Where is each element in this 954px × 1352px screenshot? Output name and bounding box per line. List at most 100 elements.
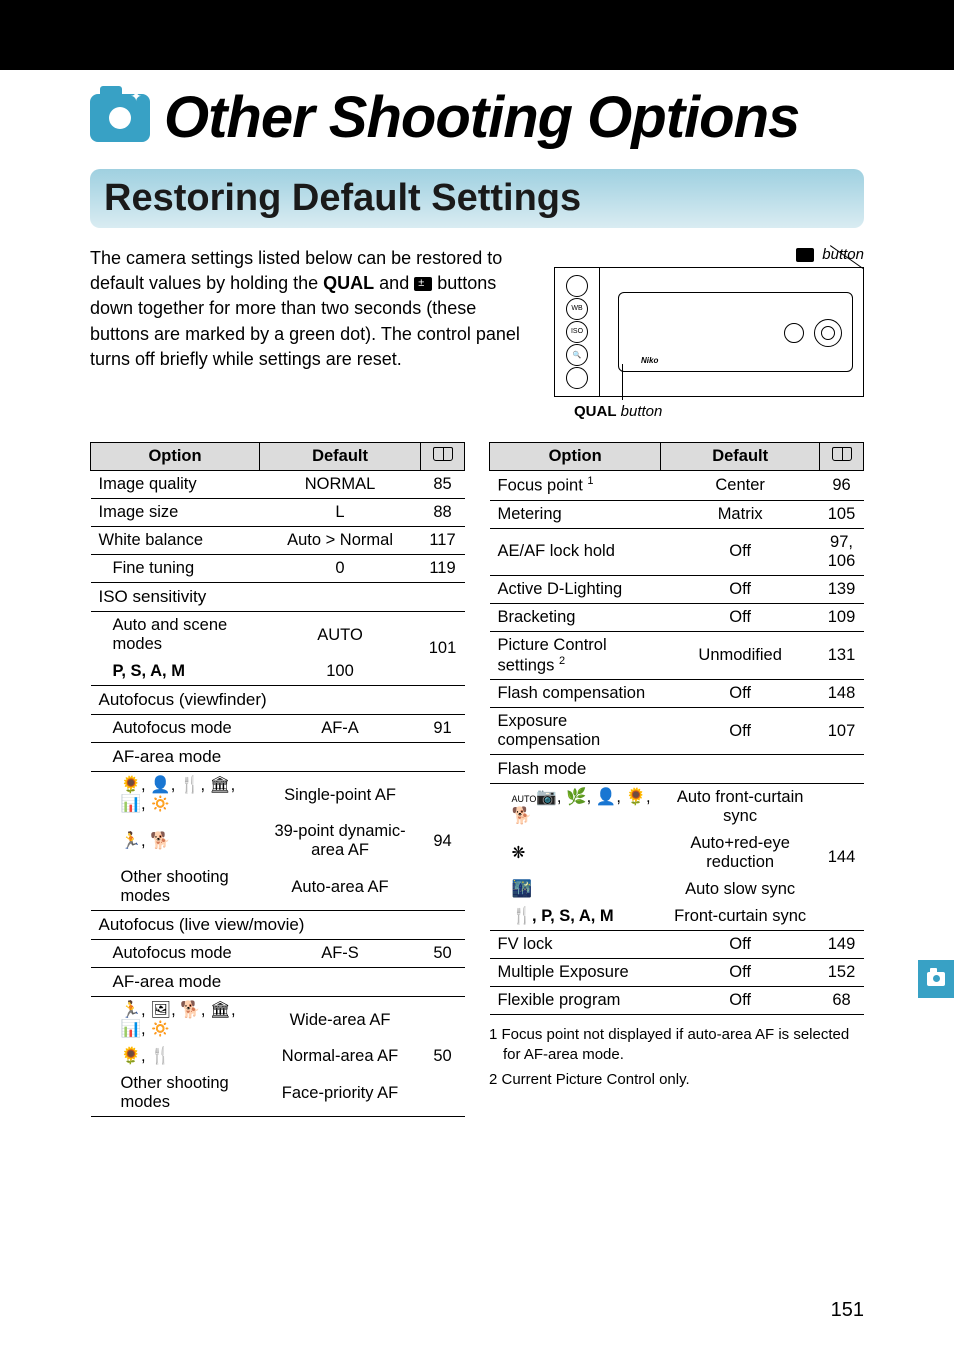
page-cell: 139 <box>820 575 864 603</box>
default-cell: Auto-area AF <box>260 864 421 911</box>
option-cell: 🏃, 🖼, 🐕, 🏛, 📊, 🔅 <box>91 997 260 1044</box>
side-chapter-tab <box>918 960 954 998</box>
default-cell: Off <box>661 931 820 959</box>
page-cell: 50 <box>421 940 465 968</box>
default-cell: Auto+red-eye reduction <box>661 830 820 876</box>
option-cell: 🌃 <box>490 876 661 903</box>
table-row: Picture Control settings 2Unmodified131 <box>490 631 864 680</box>
page-cell: 109 <box>820 603 864 631</box>
table-row: Autofocus (live view/movie) <box>91 911 465 940</box>
page-cell: 96 <box>820 471 864 501</box>
option-cell: Flash compensation <box>490 680 661 708</box>
table-row: Exposure compensationOff107 <box>490 708 864 755</box>
table-row: AF-area mode <box>91 743 465 772</box>
default-cell: NORMAL <box>260 471 421 499</box>
option-cell: Fine tuning <box>91 555 260 583</box>
default-cell: Wide-area AF <box>260 997 421 1044</box>
page-cell: 50 <box>421 997 465 1117</box>
table-row: AF-area mode <box>91 968 465 997</box>
default-cell: L <box>260 499 421 527</box>
diagram-top-label-text: button <box>818 246 864 263</box>
default-cell: Face-priority AF <box>260 1070 421 1117</box>
option-cell: Picture Control settings 2 <box>490 631 661 680</box>
option-cell: Image quality <box>91 471 260 499</box>
table-row: P, S, A, M100 <box>91 658 465 686</box>
section-cell: AF-area mode <box>91 968 465 997</box>
table-row: Fine tuning0119 <box>91 555 465 583</box>
section-heading-wrap: Restoring Default Settings <box>90 169 864 228</box>
default-cell: Off <box>661 528 820 575</box>
default-cell: Off <box>661 575 820 603</box>
option-cell: Exposure compensation <box>490 708 661 755</box>
page-cell: 68 <box>820 987 864 1015</box>
default-cell: Auto > Normal <box>260 527 421 555</box>
th-default: Default <box>661 443 820 471</box>
default-cell: 100 <box>260 658 421 686</box>
default-cell: Off <box>661 680 820 708</box>
option-cell: AE/AF lock hold <box>490 528 661 575</box>
footnote-2: 2 Current Picture Control only. <box>503 1070 864 1090</box>
dial-icon: WB <box>566 298 588 320</box>
table-row: Other shooting modesAuto-area AF <box>91 864 465 911</box>
dial-icon <box>566 275 588 297</box>
table-row: Flash compensationOff148 <box>490 680 864 708</box>
default-cell: 39-point dynamic-area AF <box>260 818 421 864</box>
section-cell: Autofocus (viewfinder) <box>91 686 465 715</box>
section-heading: Restoring Default Settings <box>104 177 850 220</box>
page-cell: 88 <box>421 499 465 527</box>
table-row: Flexible programOff68 <box>490 987 864 1015</box>
table-row: Focus point 1Center96 <box>490 471 864 501</box>
default-cell: Off <box>661 987 820 1015</box>
table-row: FV lockOff149 <box>490 931 864 959</box>
camera-top-view: Niko <box>618 292 853 372</box>
default-cell: Unmodified <box>661 631 820 680</box>
option-cell: Multiple Exposure <box>490 959 661 987</box>
book-icon <box>832 447 852 461</box>
page-cell: 105 <box>820 500 864 528</box>
option-cell: Flexible program <box>490 987 661 1015</box>
top-black-bar <box>0 0 954 70</box>
option-cell: P, S, A, M <box>91 658 260 686</box>
page-cell: 101 <box>421 612 465 686</box>
option-cell: Other shooting modes <box>91 1070 260 1117</box>
th-page <box>421 443 465 471</box>
diagram-top-label: button <box>554 246 864 263</box>
footnotes: 1 Focus point not displayed if auto-area… <box>489 1025 864 1090</box>
table-row: 🌃Auto slow sync <box>490 876 864 903</box>
default-cell: AF-A <box>260 715 421 743</box>
camera-chapter-icon: ✦ <box>90 94 150 142</box>
table-row: 🌻, 🍴Normal-area AF <box>91 1043 465 1070</box>
camera-diagram: WBISO🔍 Niko <box>554 267 864 397</box>
settings-table-right: Option Default Focus point 1Center96Mete… <box>489 442 864 1015</box>
page-number: 151 <box>831 1299 864 1322</box>
page-cell: 94 <box>421 772 465 911</box>
option-cell: 🍴, P, S, A, M <box>490 903 661 931</box>
page-cell: 152 <box>820 959 864 987</box>
option-cell: Other shooting modes <box>91 864 260 911</box>
page-cell: 117 <box>421 527 465 555</box>
table-row: AUTO📷, 🌿, 👤, 🌻, 🐕Auto front-curtain sync… <box>490 784 864 831</box>
section-cell: ISO sensitivity <box>91 583 465 612</box>
default-cell: Off <box>661 603 820 631</box>
table-row: 🏃, 🐕39-point dynamic-area AF <box>91 818 465 864</box>
default-cell: Front-curtain sync <box>661 903 820 931</box>
option-cell: Focus point 1 <box>490 471 661 501</box>
default-cell: Off <box>661 708 820 755</box>
option-cell: Autofocus mode <box>91 940 260 968</box>
table-row: Active D-LightingOff139 <box>490 575 864 603</box>
page-cell: 97, 106 <box>820 528 864 575</box>
table-row: White balanceAuto > Normal117 <box>91 527 465 555</box>
table-row: 🌻, 👤, 🍴, 🏛, 📊, 🔅Single-point AF94 <box>91 772 465 819</box>
table-row: AE/AF lock holdOff97, 106 <box>490 528 864 575</box>
ev-icon-small <box>796 248 814 262</box>
page-cell: 91 <box>421 715 465 743</box>
option-cell: 🌻, 🍴 <box>91 1043 260 1070</box>
default-cell: AUTO <box>260 612 421 659</box>
page-cell: 149 <box>820 931 864 959</box>
table-row: 🏃, 🖼, 🐕, 🏛, 📊, 🔅Wide-area AF50 <box>91 997 465 1044</box>
option-cell: Image size <box>91 499 260 527</box>
table-row: ISO sensitivity <box>91 583 465 612</box>
table-row: Image sizeL88 <box>91 499 465 527</box>
option-cell: Autofocus mode <box>91 715 260 743</box>
option-cell: Bracketing <box>490 603 661 631</box>
